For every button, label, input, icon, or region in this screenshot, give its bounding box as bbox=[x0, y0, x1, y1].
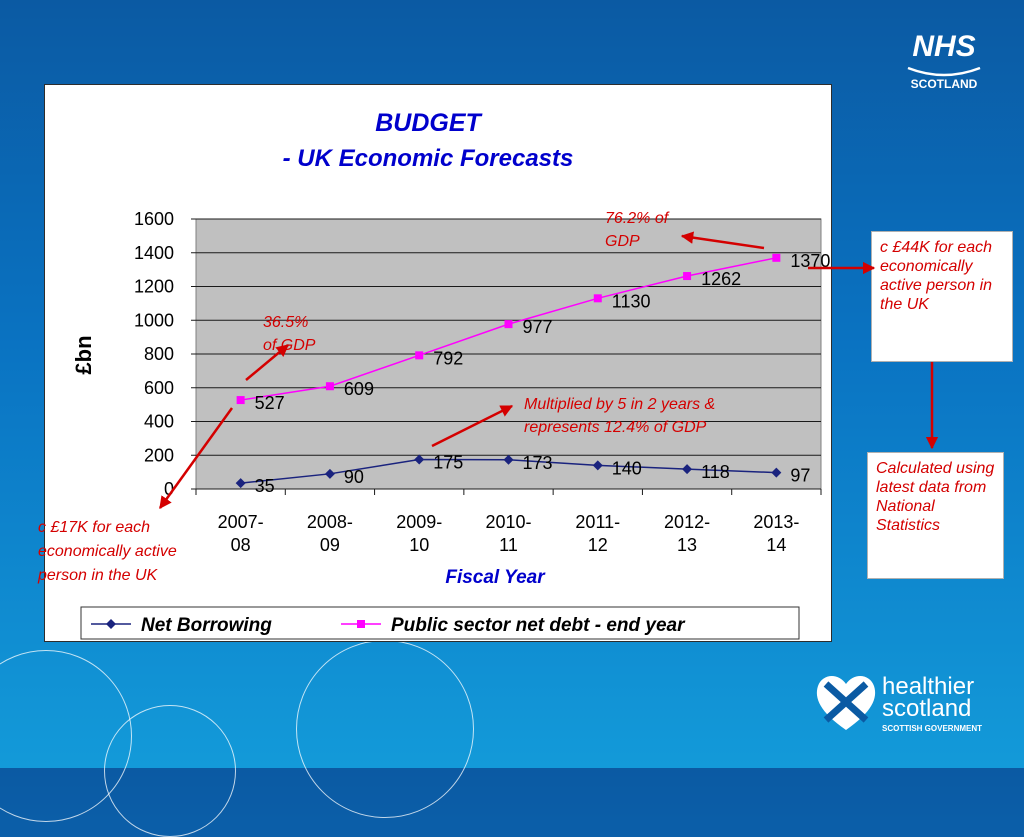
y-tick-label: 800 bbox=[144, 344, 174, 364]
data-label: 90 bbox=[344, 467, 364, 487]
legend-label-net-borrowing: Net Borrowing bbox=[141, 615, 272, 636]
y-tick-label: 1600 bbox=[134, 209, 174, 229]
data-point-net-debt bbox=[772, 253, 781, 262]
data-label: 609 bbox=[344, 379, 374, 399]
data-point-net-borrowing bbox=[324, 468, 335, 479]
data-label: 140 bbox=[612, 458, 642, 478]
data-point-net-debt bbox=[325, 382, 334, 391]
legend-marker-net-borrowing bbox=[106, 619, 116, 629]
legend-box bbox=[80, 606, 800, 640]
chart-panel: BUDGET - UK Economic Forecasts 0 200 400 60… bbox=[44, 84, 832, 642]
annotation-multiplied: Multiplied by 5 in 2 years & represents 1… bbox=[524, 396, 715, 436]
y-tick-label: 400 bbox=[144, 412, 174, 432]
legend-marker-net-debt bbox=[357, 620, 365, 628]
x-tick-label: 2009-10 bbox=[396, 512, 442, 555]
data-label: 118 bbox=[701, 462, 730, 482]
healthier-scotland-logo: healthier scotland SCOTTISH GOVERNMENT bbox=[816, 673, 982, 733]
data-label: 1262 bbox=[701, 269, 741, 289]
annotation-gdp-762: 76.2% of GDP bbox=[605, 210, 670, 250]
x-tick-label: 2012-13 bbox=[664, 512, 710, 555]
data-label: 173 bbox=[523, 453, 553, 473]
data-point-net-borrowing bbox=[235, 478, 246, 489]
x-tick-label: 2007-08 bbox=[218, 512, 264, 555]
data-point-net-debt bbox=[593, 294, 602, 303]
data-point-net-borrowing bbox=[682, 464, 693, 475]
data-label: 97 bbox=[790, 466, 810, 486]
legend-label-net-debt: Public sector net debt - end year bbox=[391, 615, 686, 636]
data-point-net-debt bbox=[236, 396, 245, 405]
decorative-circle-small bbox=[104, 705, 236, 837]
callout-national-statistics: Calculated using latest data from Nation… bbox=[867, 452, 1004, 579]
data-label: 1130 bbox=[612, 291, 651, 311]
hs-sub: SCOTTISH GOVERNMENT bbox=[882, 724, 982, 733]
hs-line-2: scotland bbox=[882, 695, 971, 722]
y-tick-label: 1000 bbox=[134, 310, 174, 330]
data-point-net-debt bbox=[415, 351, 424, 360]
y-tick-label: 0 bbox=[164, 479, 174, 499]
y-axis-label: £bn bbox=[71, 335, 96, 374]
x-tick-label: 2010-11 bbox=[485, 512, 531, 555]
y-tick-label: 1200 bbox=[134, 277, 174, 297]
data-point-net-borrowing bbox=[592, 460, 603, 471]
x-tick-label: 2008-09 bbox=[307, 512, 353, 555]
data-label: 527 bbox=[255, 393, 285, 413]
nhs-logo-mark: NHS bbox=[912, 30, 975, 63]
data-label: 175 bbox=[433, 452, 463, 472]
x-tick-label: 2011-12 bbox=[575, 512, 620, 555]
data-point-net-debt bbox=[683, 272, 692, 281]
data-label: 792 bbox=[433, 348, 463, 368]
nhs-scotland-logo: NHS SCOTLAND bbox=[907, 30, 981, 91]
data-point-net-debt bbox=[504, 320, 513, 329]
callout-44k-per-person: c £44K for each economically active pers… bbox=[871, 231, 1013, 362]
hs-line-1: healthier bbox=[882, 673, 974, 700]
chart-title: BUDGET bbox=[375, 109, 483, 137]
data-label: 977 bbox=[523, 317, 553, 337]
decorative-circle-large bbox=[296, 640, 474, 818]
nhs-logo-sub: SCOTLAND bbox=[911, 77, 978, 91]
y-tick-label: 600 bbox=[144, 378, 174, 398]
data-label: 1370 bbox=[790, 251, 830, 271]
callout-17k-per-person: c £17K for each economically active pers… bbox=[38, 519, 177, 584]
y-tick-label: 200 bbox=[144, 445, 174, 465]
chart-subtitle: - UK Economic Forecasts bbox=[283, 145, 574, 172]
data-point-net-borrowing bbox=[771, 467, 782, 478]
x-axis-label: Fiscal Year bbox=[445, 567, 546, 588]
data-point-net-borrowing bbox=[414, 454, 425, 465]
x-tick-label: 2013-14 bbox=[753, 512, 799, 555]
data-label: 35 bbox=[255, 476, 275, 496]
data-point-net-borrowing bbox=[503, 454, 514, 465]
y-tick-label: 1400 bbox=[134, 243, 174, 263]
